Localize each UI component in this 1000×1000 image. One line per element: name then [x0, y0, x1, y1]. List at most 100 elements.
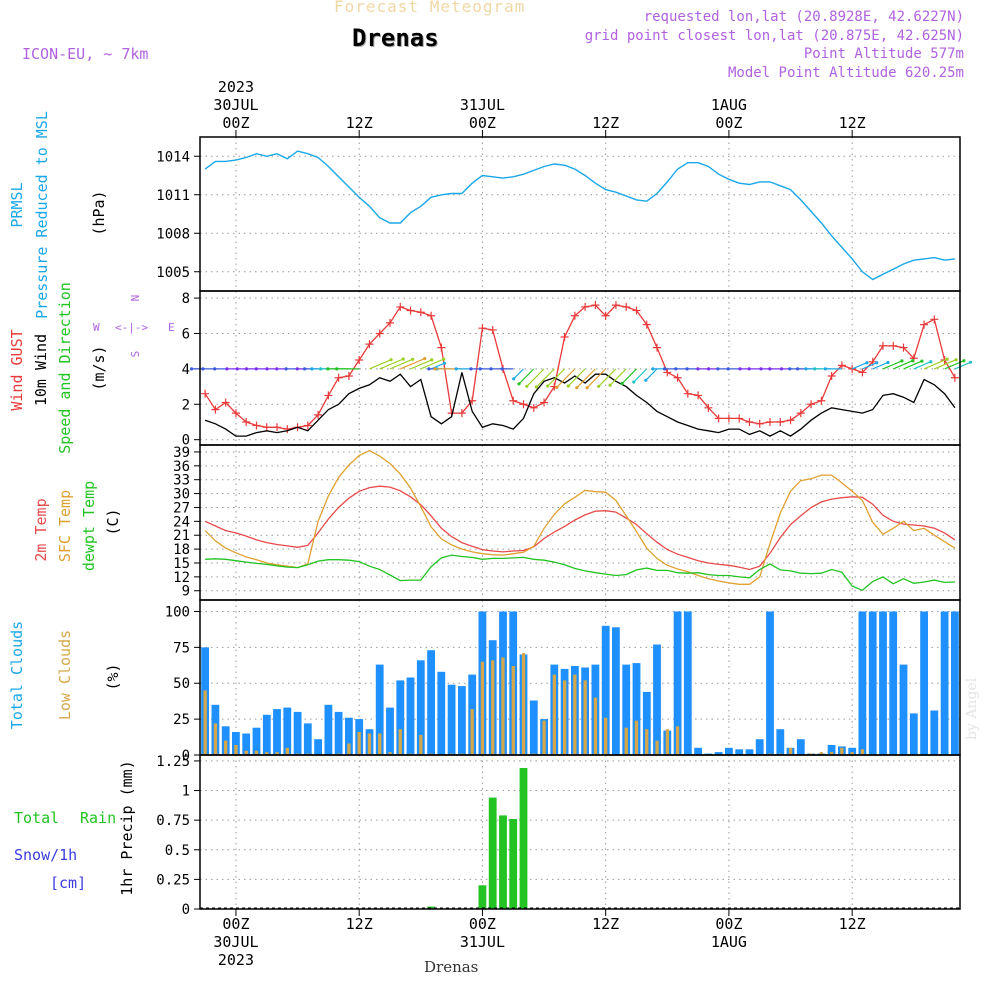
total-clouds-bar	[303, 723, 312, 755]
gust-point	[899, 343, 908, 352]
wind-direction-arrow	[369, 359, 392, 370]
gust-point	[827, 371, 836, 380]
bottom-time-label: 12Z	[592, 915, 619, 933]
requested-coords: requested lon,lat (20.8928E, 42.6227N)	[643, 9, 964, 25]
gust-point	[950, 373, 959, 382]
rain-bar	[499, 815, 507, 909]
low-clouds-bar	[552, 674, 556, 755]
total-clouds-bar	[427, 650, 435, 755]
wind-arrow-head	[201, 367, 205, 371]
wind-arrow-head	[566, 384, 570, 388]
wind-arrow-head	[555, 385, 559, 389]
total-clouds-bar	[776, 729, 785, 755]
total-clouds-bar	[909, 713, 918, 755]
y-tick-label: 33	[173, 473, 190, 489]
location-title: Drenas	[352, 24, 439, 52]
rain-bar	[509, 819, 518, 909]
total-clouds-bar	[386, 707, 394, 755]
total-clouds-bar	[252, 727, 261, 755]
gust-point	[601, 311, 610, 320]
wind-arrow-head	[954, 358, 958, 362]
y-tick-label: 1014	[156, 149, 190, 165]
total-clouds-bar	[827, 745, 836, 755]
y-tick-label: 1.25	[156, 754, 190, 770]
wind-arrow-head	[768, 367, 772, 371]
gust-point	[663, 368, 672, 377]
y-tick-label: 12	[173, 570, 190, 586]
wind-arrow-head	[968, 360, 973, 364]
gust-point	[519, 400, 528, 409]
wind-direction-arrow	[379, 358, 404, 370]
low-clouds-bar	[367, 733, 372, 755]
total-clouds-bar	[612, 627, 620, 755]
low-clouds-bar	[819, 752, 823, 755]
gust-point	[930, 315, 939, 324]
total-clouds-bar	[632, 663, 641, 755]
top-time-label: 31JUL	[460, 96, 505, 114]
wind-arrow-head	[423, 357, 427, 361]
wind-arrow-head	[759, 367, 763, 371]
bottom-time-label: 31JUL	[460, 933, 505, 951]
wind-arrow-head	[389, 358, 393, 362]
gust-point	[581, 302, 590, 311]
wind-direction-arrow	[420, 358, 445, 370]
gust-point	[211, 405, 220, 414]
low-clouds-bar	[470, 709, 474, 755]
total-clouds-bar	[920, 611, 928, 755]
wind-direction-arrow	[609, 368, 627, 386]
low-clouds-bar	[357, 732, 361, 755]
y-tick-label: 21	[173, 528, 190, 544]
wind-arrow-head	[663, 367, 667, 371]
y-tick-label: 0	[182, 748, 190, 764]
wind-arrow-head	[326, 367, 330, 371]
pressure-line	[204, 150, 955, 281]
total-clouds-bar	[858, 611, 867, 755]
y-tick-label: 36	[173, 459, 190, 475]
total-clouds-bar	[437, 671, 446, 755]
dewpoint-line	[205, 554, 955, 592]
total-clouds-bar	[642, 691, 651, 755]
wind-arrow-head	[608, 383, 612, 387]
y-tick-label: 0.25	[156, 872, 190, 888]
wind-direction-arrow	[882, 360, 903, 370]
low-clouds-bar	[850, 752, 854, 755]
gust-point	[252, 421, 261, 430]
wind-direction-arrow	[621, 368, 637, 384]
low-clouds-label: Low Clouds	[56, 630, 74, 720]
rain-bar	[427, 906, 435, 909]
compass-east: E	[168, 321, 175, 334]
precip-legend-rain: Rain	[80, 809, 116, 827]
wind-unit: (m/s)	[90, 345, 108, 390]
y-tick-label: 18	[173, 542, 190, 558]
wind-arrow-head	[597, 384, 601, 388]
wind-arrow-head	[900, 359, 904, 363]
total-clouds-bar	[714, 752, 723, 755]
wind-arrow-head	[525, 384, 529, 388]
compass-arrows: <-|->	[115, 321, 148, 334]
gust-point	[745, 417, 754, 426]
wind-direction-arrow	[518, 368, 535, 385]
wind-arrow-head	[254, 367, 258, 371]
y-tick-label: 1005	[156, 265, 190, 281]
gust-point	[273, 423, 282, 432]
gust-point	[488, 325, 497, 334]
low-clouds-bar	[604, 717, 608, 755]
total-clouds-label: Total Clouds	[8, 621, 26, 729]
low-clouds-bar	[521, 653, 526, 755]
panel-frame	[199, 136, 961, 292]
y-tick-label: 30	[173, 487, 190, 503]
sfc-temp-label: SFC Temp	[56, 490, 74, 562]
gust-point	[540, 398, 549, 407]
wind-arrow-head	[433, 367, 437, 371]
wind-arrow-head	[284, 367, 288, 371]
total-clouds-bar	[447, 684, 456, 755]
gust-point	[704, 403, 713, 412]
gust-label: Wind GUST	[8, 329, 26, 410]
wind-direction-arrow	[400, 358, 425, 370]
low-clouds-bar	[788, 747, 793, 755]
gust-point	[776, 417, 785, 426]
gust-point	[848, 364, 857, 373]
gust-point	[324, 391, 333, 400]
total-clouds-bar	[232, 732, 240, 755]
wind-arrow-head	[235, 367, 239, 371]
